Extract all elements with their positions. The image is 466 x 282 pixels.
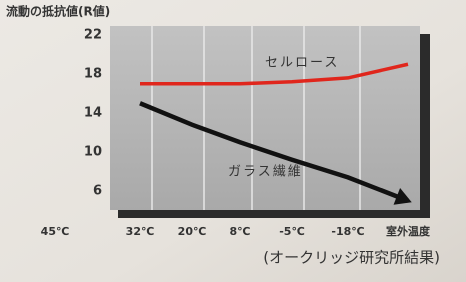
y-tick-label: 14 bbox=[84, 106, 102, 121]
series-label: ガラス繊維 bbox=[228, 164, 303, 180]
series-label: セルロース bbox=[265, 56, 339, 71]
y-tick-label: 22 bbox=[84, 28, 102, 43]
y-tick-label: 10 bbox=[84, 145, 102, 160]
chart-title: 流動の抵抗値(R値) bbox=[6, 4, 110, 19]
source-note: (オークリッジ研究所結果) bbox=[263, 249, 440, 267]
x-tick-label: 20℃ bbox=[178, 225, 207, 238]
y-tick-label: 18 bbox=[84, 67, 102, 82]
x-tick-label: -5℃ bbox=[279, 225, 305, 238]
y-tick-label: 6 bbox=[93, 184, 102, 199]
plot-area bbox=[110, 26, 420, 210]
x-tick-label: 室外温度 bbox=[386, 224, 431, 238]
x-tick-label: 8℃ bbox=[230, 225, 251, 238]
chart: 流動の抵抗値(R値) (オークリッジ研究所結果) 22 18 14 10 6 45℃ 32℃… bbox=[0, 0, 466, 282]
x-tick-label: -18℃ bbox=[331, 225, 364, 238]
x-tick-label: 45℃ bbox=[41, 225, 70, 238]
x-tick-label: 32℃ bbox=[126, 225, 155, 238]
